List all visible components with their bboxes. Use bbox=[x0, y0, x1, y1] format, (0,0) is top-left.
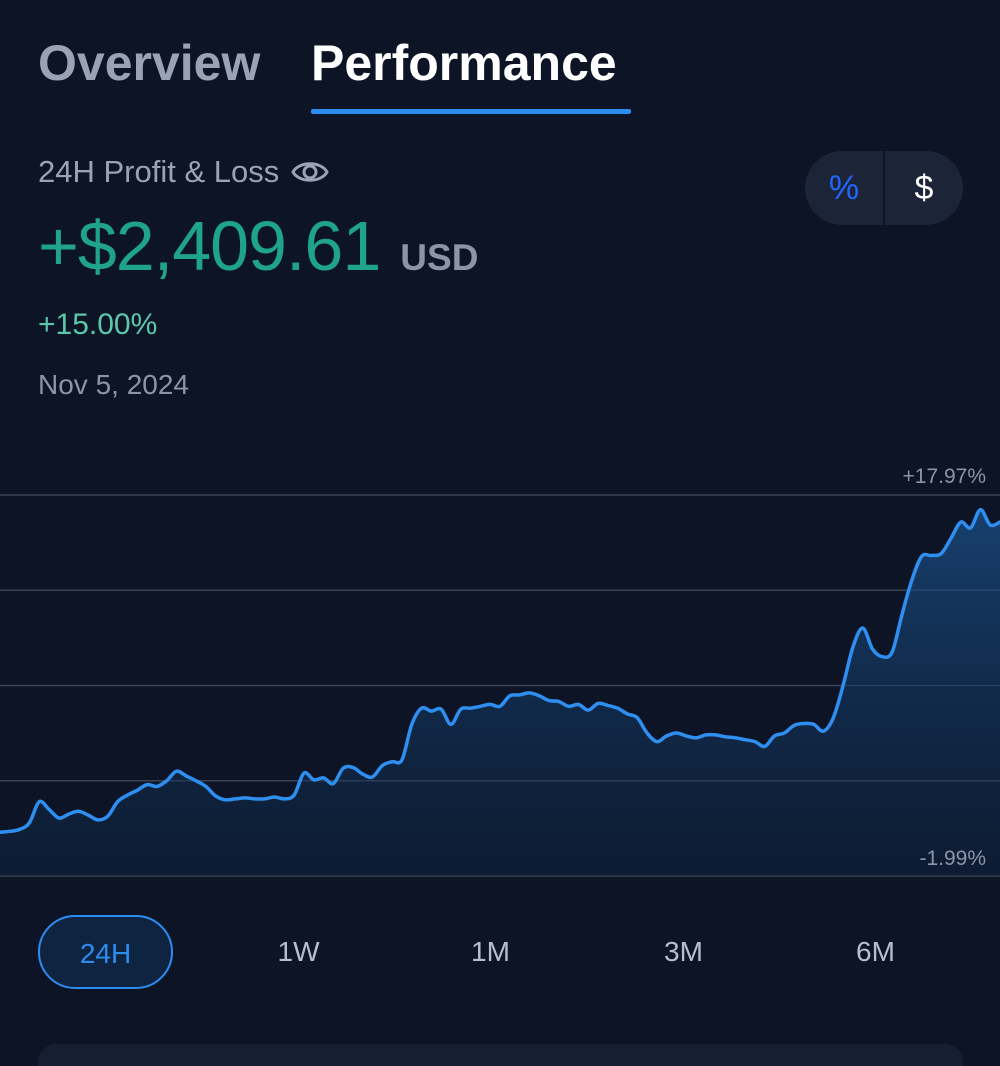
range-1m[interactable]: 1M bbox=[471, 936, 510, 967]
pnl-label-row: 24H Profit & Loss bbox=[38, 150, 329, 194]
tab-overview[interactable]: Overview bbox=[38, 35, 261, 91]
toggle-divider bbox=[883, 151, 885, 225]
range-3m[interactable]: 3M bbox=[664, 936, 703, 967]
dollar-toggle-button[interactable]: $ bbox=[914, 168, 934, 207]
pnl-amount-row: +$2,409.61 USD bbox=[38, 203, 478, 289]
pnl-currency: USD bbox=[400, 237, 479, 278]
percent-toggle-button[interactable]: % bbox=[828, 168, 860, 207]
chart-area-fill bbox=[0, 509, 1000, 876]
time-range-selector: 24H 1W 1M 3M 6M bbox=[38, 915, 1000, 989]
range-1w[interactable]: 1W bbox=[277, 936, 320, 967]
chart-min-label: -1.99% bbox=[919, 847, 986, 870]
pnl-date: Nov 5, 2024 bbox=[38, 369, 189, 400]
eye-icon[interactable] bbox=[291, 157, 329, 187]
pnl-amount: +$2,409.61 bbox=[38, 207, 381, 285]
pnl-chart-svg: +17.97% -1.99% bbox=[0, 465, 1000, 877]
pnl-label: 24H Profit & Loss bbox=[38, 154, 280, 189]
chart-max-label: +17.97% bbox=[903, 465, 987, 488]
chart-series-line bbox=[0, 507, 1000, 835]
active-tab-indicator bbox=[311, 109, 631, 114]
tab-performance[interactable]: Performance bbox=[311, 35, 617, 91]
bottom-card bbox=[38, 1044, 963, 1066]
pnl-percent: +15.00% bbox=[38, 308, 158, 341]
range-24h[interactable]: 24H bbox=[38, 915, 173, 989]
pnl-chart[interactable]: +17.97% -1.99% bbox=[0, 455, 1000, 895]
unit-toggle: % $ bbox=[805, 151, 963, 225]
range-6m[interactable]: 6M bbox=[856, 936, 895, 967]
